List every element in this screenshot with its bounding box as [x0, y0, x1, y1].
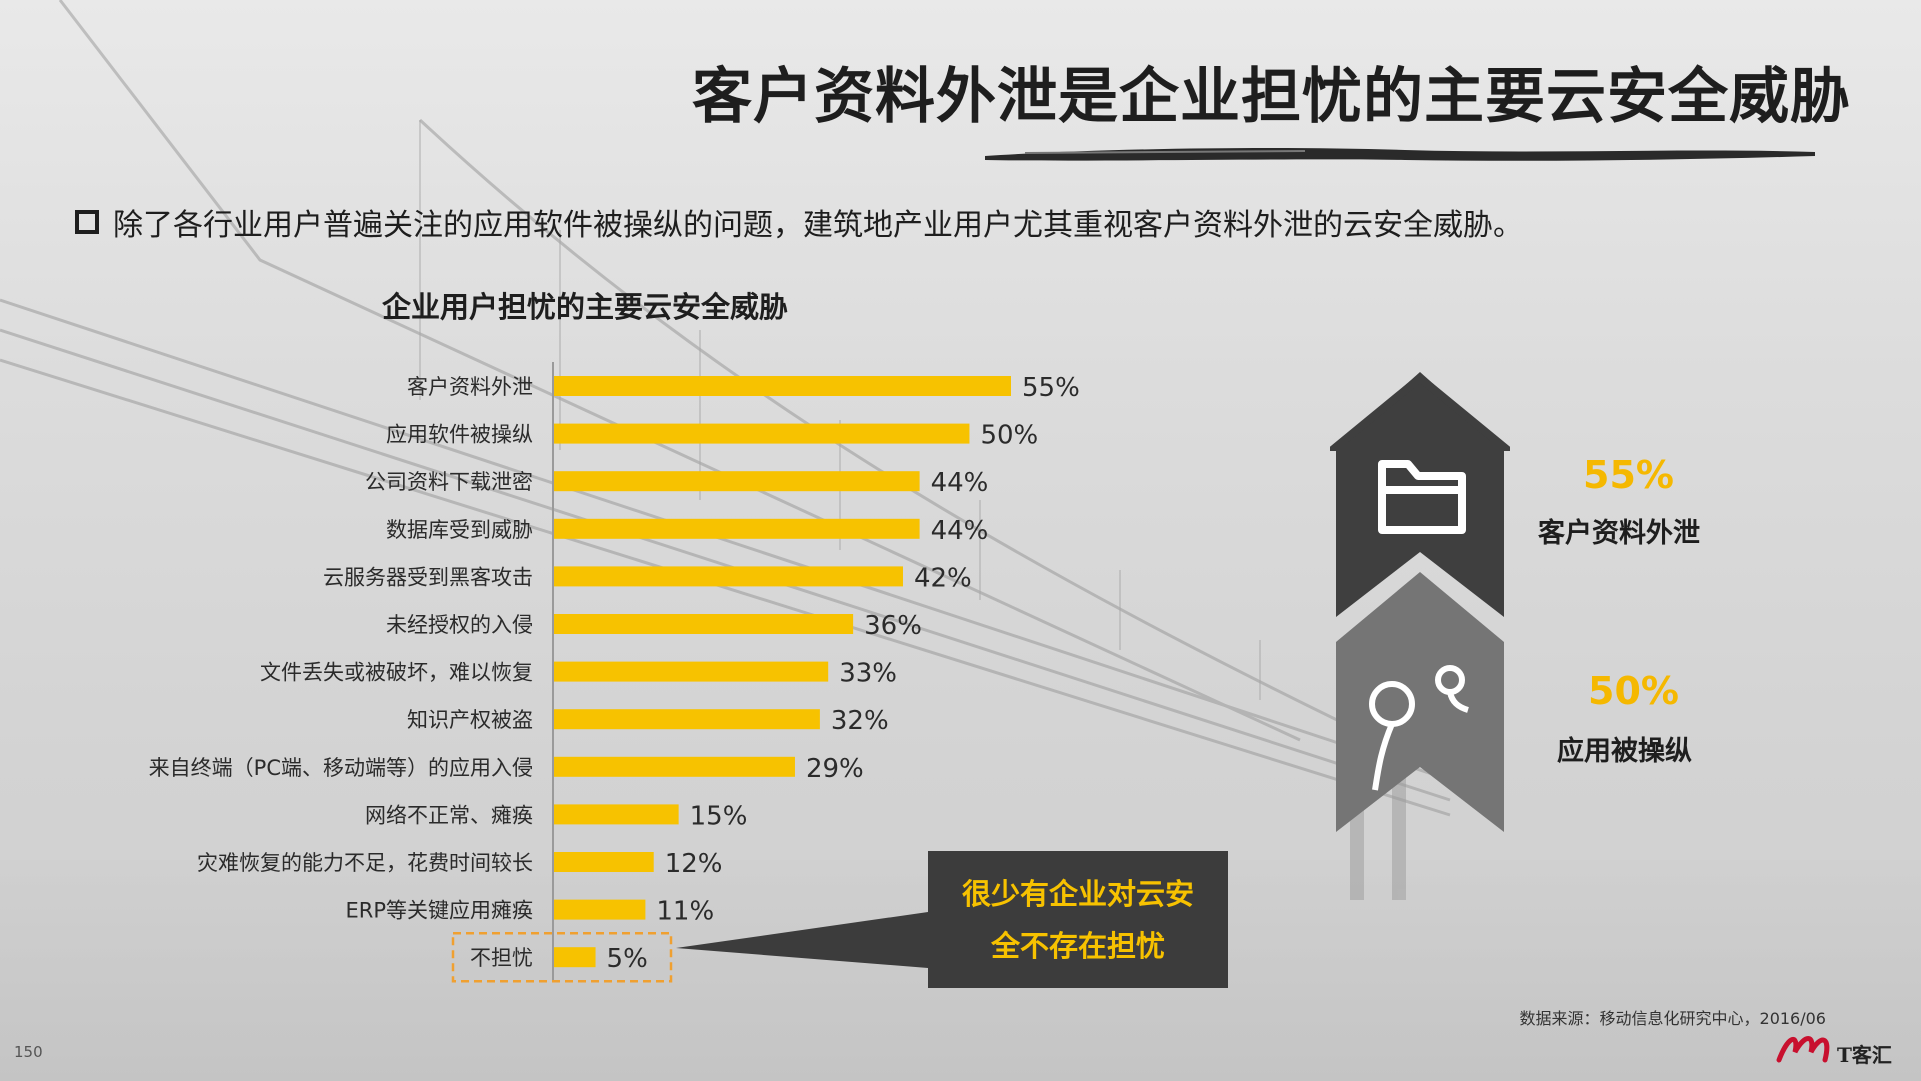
stat-percent-2: 50% [1588, 669, 1679, 713]
callout-line-2: 全不存在担忧 [990, 928, 1165, 963]
chart-category-label: 知识产权被盗 [407, 708, 533, 732]
chart-value-label: 55% [1022, 373, 1080, 403]
summary-bullet: 除了各行业用户普遍关注的应用软件被操纵的问题，建筑地产业用户尤其重视客户资料外泄… [75, 200, 1523, 244]
chart-title: 企业用户担忧的主要云安全威胁 [382, 290, 789, 324]
page-number: 150 [14, 1043, 43, 1061]
chart-value-label: 15% [690, 801, 748, 831]
chart-bar [554, 899, 646, 920]
chart-value-label: 44% [931, 468, 989, 498]
chart-bar [554, 423, 970, 444]
callout-line-1: 很少有企业对云安 [961, 876, 1194, 911]
stat-percent-1: 55% [1583, 453, 1674, 497]
chart-bar [554, 756, 795, 777]
chart-bar [554, 661, 829, 682]
logo: T客汇 [1775, 1030, 1905, 1076]
chart-bar [554, 471, 920, 492]
page-title: 客户资料外泄是企业担忧的主要云安全威胁 [692, 62, 1851, 132]
stat-label-2: 应用被操纵 [1557, 736, 1692, 767]
chart-value-label: 33% [839, 659, 897, 689]
chart-value-label: 42% [914, 563, 972, 593]
chart-category-label: 未经授权的入侵 [386, 613, 533, 637]
chart-bar [554, 804, 679, 825]
chart-category-label: 不担忧 [470, 946, 533, 970]
chart-category-label: 文件丢失或被破坏，难以恢复 [260, 661, 533, 685]
chart-value-label: 11% [656, 897, 714, 927]
square-bullet-icon [75, 210, 99, 234]
folder-icon [1378, 460, 1466, 534]
logo-text: T客汇 [1837, 1043, 1892, 1067]
chart-bar [554, 852, 654, 872]
chart-bar [554, 614, 854, 634]
chart-bar [554, 709, 820, 730]
chart-category-label: 网络不正常、瘫痪 [365, 803, 533, 827]
chart-category-label: ERP等关键应用瘫痪 [345, 899, 533, 923]
joystick-icon [1369, 665, 1469, 791]
chart-bar [554, 566, 903, 587]
chart-value-label: 32% [831, 706, 889, 736]
chart-category-label: 客户资料外泄 [407, 375, 533, 399]
logo-mark [1776, 1036, 1830, 1063]
summary-text: 除了各行业用户普遍关注的应用软件被操纵的问题，建筑地产业用户尤其重视客户资料外泄… [113, 208, 1523, 243]
chart-bar [554, 947, 596, 968]
chart-value-label: 44% [931, 516, 989, 546]
data-source: 数据来源：移动信息化研究中心，2016/06 [1519, 1009, 1826, 1028]
callout-pointer [676, 912, 928, 968]
chart-value-label: 50% [980, 421, 1038, 451]
chart-bar [554, 518, 920, 539]
chart-highlight-box [451, 931, 673, 983]
stat-label-1: 客户资料外泄 [1538, 518, 1700, 549]
chevron-badges [1330, 372, 1510, 832]
chart-category-label: 应用软件被操纵 [386, 423, 533, 447]
chart-category-label: 公司资料下载泄密 [365, 470, 533, 494]
chart-category-label: 灾难恢复的能力不足，花费时间较长 [197, 851, 533, 875]
chart-category-label: 来自终端（PC端、移动端等）的应用入侵 [149, 756, 533, 780]
chart-value-label: 5% [607, 944, 648, 974]
chart-value-label: 29% [806, 754, 864, 784]
chart-bar [554, 376, 1011, 396]
callout-box: 很少有企业对云安 全不存在担忧 [928, 851, 1228, 988]
chart-category-label: 数据库受到威胁 [386, 518, 533, 542]
brush-divider [985, 148, 1815, 161]
chart-value-label: 12% [665, 849, 723, 879]
chart-category-label: 云服务器受到黑客攻击 [323, 565, 533, 589]
chart-value-label: 36% [864, 611, 922, 641]
